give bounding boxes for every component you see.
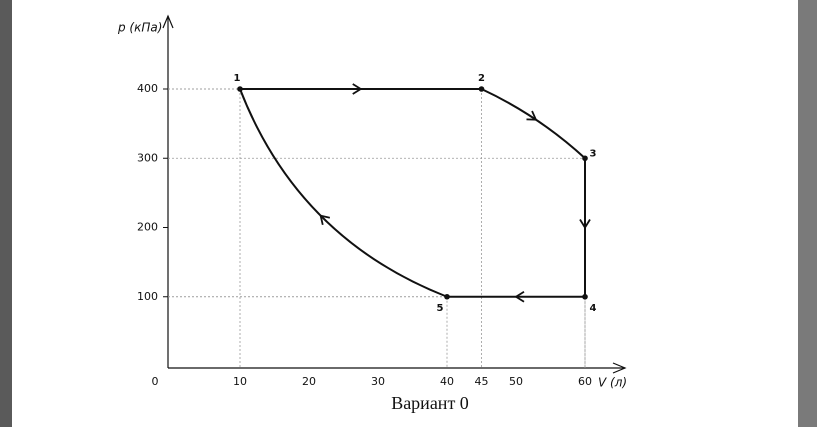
left-border bbox=[0, 0, 12, 427]
axes bbox=[162, 14, 627, 374]
x-tick-label: 30 bbox=[371, 375, 385, 388]
y-tick-label: 400 bbox=[137, 82, 158, 95]
x-tick-label: 40 bbox=[440, 375, 454, 388]
point-label: 4 bbox=[590, 303, 597, 314]
point-label: 2 bbox=[478, 73, 485, 84]
y-axis-arrow bbox=[162, 14, 174, 29]
state-point bbox=[444, 293, 450, 300]
y-tick-label: 100 bbox=[137, 290, 158, 303]
state-point bbox=[478, 86, 485, 92]
state-point bbox=[582, 155, 588, 162]
direction-arrow bbox=[514, 290, 525, 303]
x-tick-label: 50 bbox=[509, 375, 523, 388]
y-axis-label: p (кПа) bbox=[117, 21, 162, 35]
cycle-path bbox=[239, 88, 586, 298]
direction-arrow bbox=[352, 83, 363, 95]
direction-arrow bbox=[579, 219, 591, 230]
x-tick-label: 60 bbox=[578, 375, 592, 388]
right-border bbox=[798, 0, 817, 427]
state-point bbox=[237, 86, 243, 92]
direction-arrow bbox=[526, 110, 538, 121]
x-tick-label: 20 bbox=[302, 375, 316, 388]
x-tick-label: 10 bbox=[233, 375, 247, 388]
caption: Вариант 0 bbox=[391, 393, 469, 413]
point-label: 1 bbox=[234, 73, 241, 84]
x-tick-label: 45 bbox=[475, 375, 489, 388]
y-tick-label: 200 bbox=[137, 221, 158, 234]
x-tick-label: 0 bbox=[152, 375, 159, 388]
x-axis-label: V (л) bbox=[598, 376, 627, 390]
y-tick-label: 300 bbox=[137, 151, 158, 164]
state-point bbox=[582, 293, 588, 300]
direction-arrow bbox=[319, 214, 331, 226]
x-axis-arrow bbox=[612, 362, 627, 374]
point-label: 3 bbox=[590, 148, 597, 159]
point-label: 5 bbox=[437, 303, 444, 314]
